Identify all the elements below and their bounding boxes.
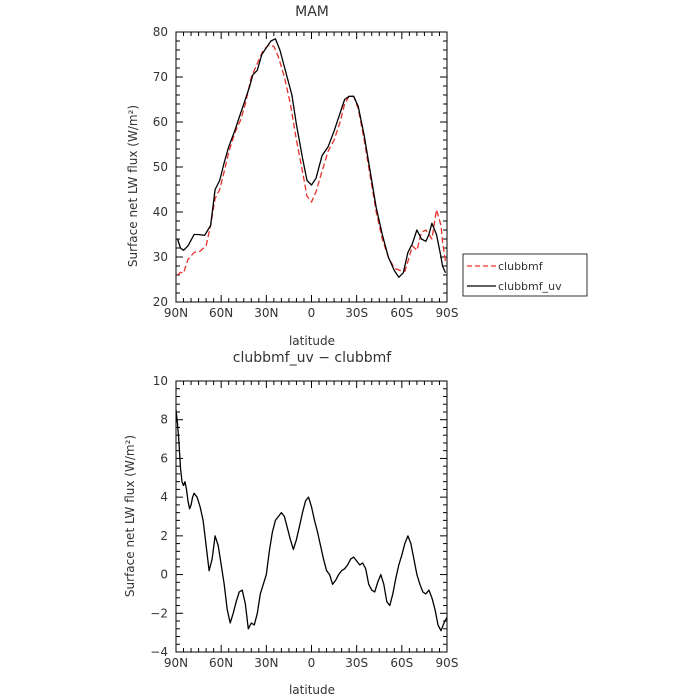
bottom-x-tick-labels: 90N 60N 30N 0 30S 60S 90S xyxy=(164,656,459,670)
bottom-y-axis-label: Surface net LW flux (W/m²) xyxy=(123,435,137,597)
bottom-x-axis-label: latitude xyxy=(289,683,335,697)
legend: clubbmf clubbmf_uv xyxy=(462,253,588,297)
top-chart: MAM 90N 60N 30N 0 30S 60S 90S 20 30 40 50 60 70 80 l… xyxy=(126,4,458,348)
top-x-tick-label: 90S xyxy=(436,306,459,320)
top-y-tick-label: 50 xyxy=(153,160,168,174)
bottom-chart-title: clubbmf_uv − clubbmf xyxy=(233,350,392,366)
top-chart-title: MAM xyxy=(295,4,329,20)
bottom-y-tick-label: 4 xyxy=(160,490,168,504)
top-series-line-clubbmf xyxy=(177,43,447,276)
top-y-tick-labels: 20 30 40 50 60 70 80 xyxy=(153,25,168,309)
legend-label-clubbmf-uv: clubbmf_uv xyxy=(498,280,562,293)
top-y-axis-label: Surface net LW flux (W/m²) xyxy=(126,105,140,267)
top-x-tick-label: 30N xyxy=(254,306,278,320)
top-axes-frame xyxy=(175,31,448,303)
top-x-tick-label: 0 xyxy=(308,306,316,320)
top-series-line-clubbmf-uv xyxy=(176,38,447,278)
bottom-series-group xyxy=(176,409,447,632)
bottom-axes-frame xyxy=(175,380,448,653)
bottom-y-tick-label: −4 xyxy=(150,645,168,659)
bottom-series-line-0 xyxy=(176,409,447,632)
bottom-y-tick-label: 10 xyxy=(153,374,168,388)
top-series-group xyxy=(176,38,447,278)
bottom-x-tick-label: 0 xyxy=(308,656,316,670)
bottom-plot-frame xyxy=(175,380,448,653)
bottom-y-tick-label: −2 xyxy=(150,606,168,620)
bottom-x-tick-label: 30N xyxy=(254,656,278,670)
top-x-tick-label: 60S xyxy=(390,306,413,320)
legend-box xyxy=(462,253,588,297)
top-x-tick-label: 60N xyxy=(209,306,233,320)
top-y-tick-label: 70 xyxy=(153,70,168,84)
bottom-y-tick-label: 2 xyxy=(160,529,168,543)
top-x-tick-label: 30S xyxy=(345,306,368,320)
top-x-axis-label: latitude xyxy=(289,334,335,348)
bottom-x-tick-label: 60N xyxy=(209,656,233,670)
bottom-x-tick-label: 90N xyxy=(164,656,188,670)
top-x-tick-label: 90N xyxy=(164,306,188,320)
top-x-tick-labels: 90N 60N 30N 0 30S 60S 90S xyxy=(164,306,459,320)
bottom-y-tick-labels: −4 −2 0 2 4 6 8 10 xyxy=(150,374,168,659)
top-y-tick-label: 30 xyxy=(153,250,168,264)
legend-label-clubbmf: clubbmf xyxy=(498,260,544,273)
bottom-y-tick-label: 6 xyxy=(160,451,168,465)
top-y-tick-label: 80 xyxy=(153,25,168,39)
bottom-y-tick-label: 8 xyxy=(160,413,168,427)
top-y-tick-label: 60 xyxy=(153,115,168,129)
top-y-tick-label: 20 xyxy=(153,295,168,309)
bottom-chart: clubbmf_uv − clubbmf 90N 60N 30N 0 30S 60S 90S… xyxy=(123,350,458,697)
bottom-x-tick-label: 30S xyxy=(345,656,368,670)
top-y-tick-label: 40 xyxy=(153,205,168,219)
bottom-x-tick-label: 90S xyxy=(436,656,459,670)
bottom-y-tick-label: 0 xyxy=(160,568,168,582)
bottom-x-tick-label: 60S xyxy=(390,656,413,670)
